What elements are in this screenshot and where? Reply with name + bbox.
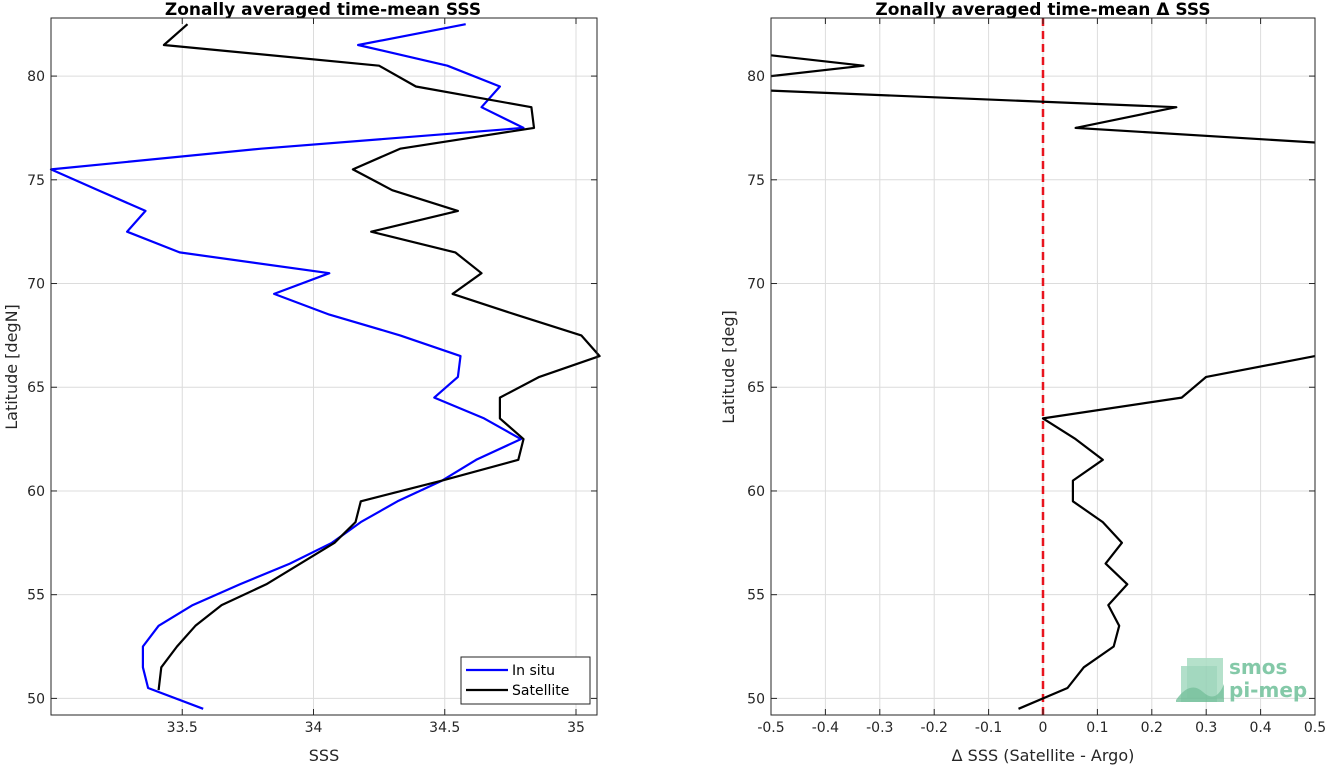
right-x-tick-label: -0.2: [921, 720, 948, 736]
right-x-tick-label: -0.1: [975, 720, 1002, 736]
left-axes-frame: [50, 17, 598, 716]
logo-text-pi-mep: pi-mep: [1229, 678, 1307, 702]
left-x-ticks: 33.5 34 34.5 35: [167, 18, 585, 736]
right-y-tick-label: 55: [747, 588, 765, 604]
right-x-tick-label: 0.2: [1141, 720, 1163, 736]
left-x-tick-label: 35: [567, 720, 585, 736]
left-y-ticks: 50 55 60 65 70 75 80: [27, 69, 597, 707]
right-y-axis-label: Latitude [deg]: [719, 310, 738, 424]
logo-text-smos: smos: [1229, 655, 1287, 679]
right-x-tick-label: -0.5: [757, 720, 784, 736]
right-x-tick-label: 0.3: [1195, 720, 1217, 736]
left-chart-title: Zonally averaged time-mean SSS: [165, 0, 481, 20]
right-y-ticks: 50 55 60 65 70 75 80: [747, 69, 1315, 707]
right-y-tick-label: 50: [747, 691, 765, 707]
left-y-tick-label: 70: [27, 277, 45, 293]
left-y-tick-label: 50: [27, 691, 45, 707]
right-y-tick-label: 80: [747, 69, 765, 85]
right-x-ticks: -0.5 -0.4 -0.3 -0.2 -0.1 0 0.1 0.2 0.3 0.4 0.5: [757, 18, 1326, 736]
legend-label-in-situ: In situ: [512, 663, 555, 679]
right-y-tick-label: 65: [747, 380, 765, 396]
logo-graphic-icon: [1176, 658, 1224, 702]
right-y-tick-label: 60: [747, 484, 765, 500]
left-series-line-satellite: [157, 23, 601, 691]
left-y-tick-label: 75: [27, 173, 45, 189]
left-x-tick-label: 34.5: [429, 720, 460, 736]
left-y-tick-label: 80: [27, 69, 45, 85]
left-y-tick-label: 60: [27, 484, 45, 500]
smos-pi-mep-logo: smos pi-mep: [1176, 655, 1307, 702]
right-y-tick-label: 70: [747, 277, 765, 293]
left-series: [49, 23, 601, 710]
right-chart: Zonally averaged time-mean Δ SSS -0.5 -0.…: [719, 0, 1326, 765]
left-y-tick-label: 65: [27, 380, 45, 396]
left-x-axis-label: SSS: [309, 746, 339, 765]
left-series-line-in-situ: [49, 23, 525, 710]
right-x-axis-label: Δ SSS (Satellite - Argo): [952, 746, 1135, 765]
left-chart: Zonally averaged time-mean SSS 33.5 34 34.…: [2, 0, 601, 765]
right-x-tick-label: 0.4: [1249, 720, 1271, 736]
legend: In situ Satellite: [460, 656, 591, 705]
legend-label-satellite: Satellite: [512, 683, 569, 699]
right-x-tick-label: 0: [1039, 720, 1048, 736]
right-x-tick-label: -0.4: [812, 720, 839, 736]
right-series: [770, 18, 1316, 715]
right-series-line-series-0-seg-2: [770, 54, 865, 78]
left-y-tick-label: 55: [27, 588, 45, 604]
right-x-tick-label: -0.3: [866, 720, 893, 736]
right-series-line-series-0-seg-1: [770, 89, 1316, 144]
legend-box: [460, 656, 591, 705]
right-x-tick-label: 0.1: [1086, 720, 1108, 736]
right-x-tick-label: 0.5: [1304, 720, 1326, 736]
left-x-tick-label: 34: [305, 720, 323, 736]
right-y-tick-label: 75: [747, 173, 765, 189]
left-x-tick-label: 33.5: [167, 720, 198, 736]
right-chart-title: Zonally averaged time-mean Δ SSS: [875, 0, 1210, 20]
left-y-axis-label: Latitude [degN]: [2, 304, 21, 430]
right-series-line-series-0-seg-0: [1018, 355, 1316, 710]
